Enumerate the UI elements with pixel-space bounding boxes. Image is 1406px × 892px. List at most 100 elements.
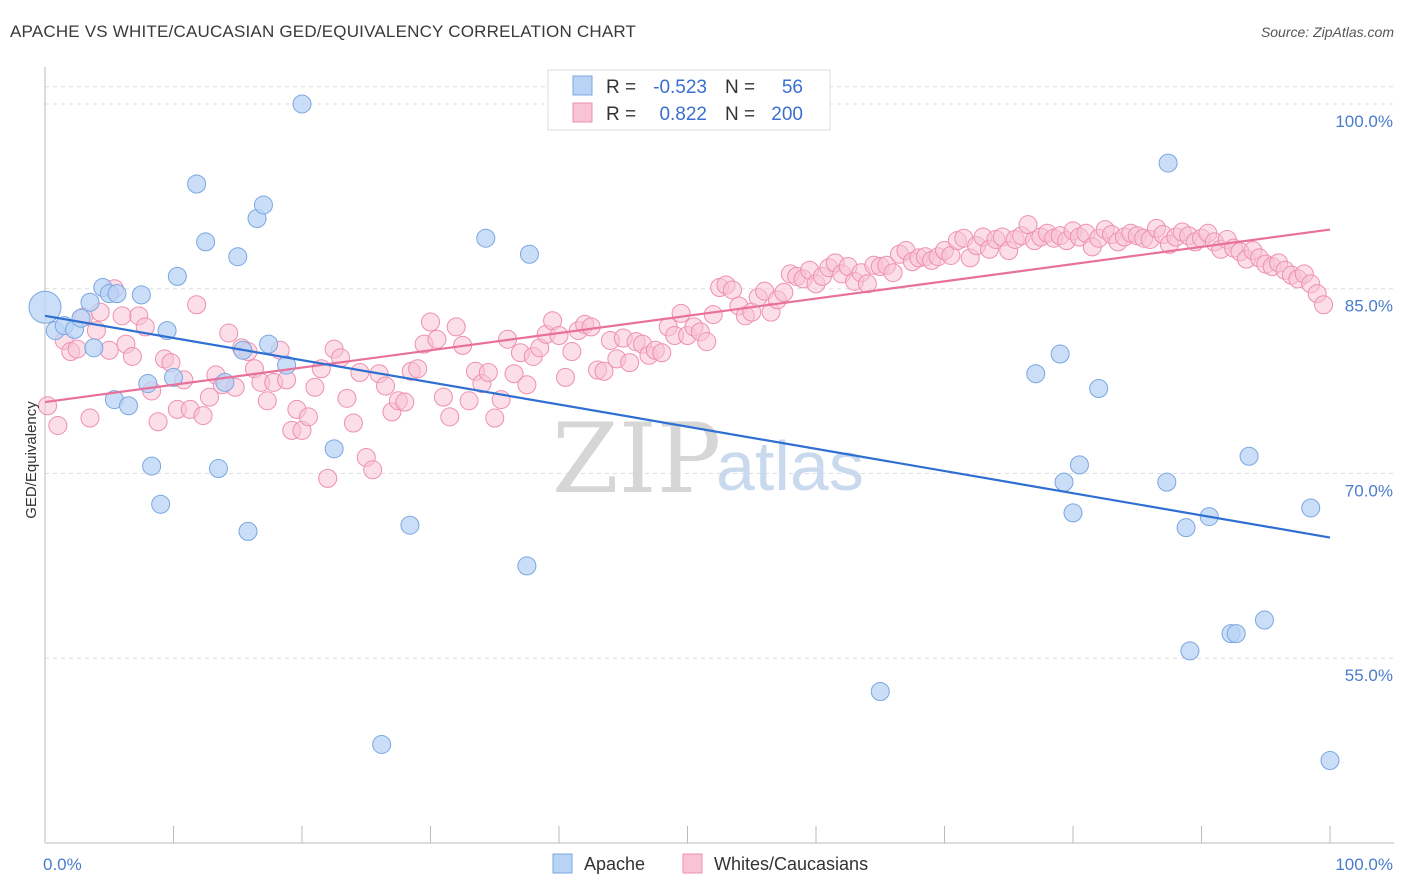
apache-point-14	[142, 456, 162, 476]
apache-point-52	[1254, 610, 1274, 630]
whites-point-58	[408, 359, 428, 379]
whites-point-42	[305, 377, 325, 397]
apache-point-23	[228, 247, 248, 267]
source-credit: Source: ZipAtlas.com	[1260, 24, 1394, 40]
apache-point-12	[131, 285, 151, 305]
whites-point-41	[298, 407, 318, 427]
whites-point-73	[504, 364, 524, 384]
apache-trend-line	[44, 314, 1331, 539]
apache-point-37	[870, 681, 890, 701]
whites-point-56	[395, 392, 415, 412]
whites-point-13	[122, 346, 142, 366]
legend-n-label-apache: N =	[725, 77, 755, 98]
apache-point-11	[119, 396, 139, 416]
apache-point-33	[400, 515, 420, 535]
apache-point-4	[71, 308, 91, 328]
whites-point-6	[80, 408, 100, 428]
apache-point-46	[1176, 518, 1196, 538]
y-tick-label-2: 85.0%	[1345, 297, 1393, 316]
whites-point-63	[440, 407, 460, 427]
apache-point-32	[372, 734, 392, 754]
legend-n-value-apache: 56	[782, 77, 803, 98]
whites-point-69	[478, 362, 498, 382]
legend-r-value-whites: 0.822	[659, 104, 707, 125]
whites-point-44	[318, 468, 338, 488]
apache-point-6	[84, 338, 104, 358]
apache-point-27	[253, 195, 273, 215]
whites-point-128	[857, 274, 877, 294]
apache-point-15	[151, 494, 171, 514]
whites-point-70	[485, 408, 505, 428]
series-legend-label-apache: Apache	[584, 854, 645, 874]
apache-point-45	[1157, 472, 1177, 492]
watermark-atlas: atlas	[716, 427, 864, 505]
whites-point-4	[67, 339, 87, 359]
legend-n-value-whites: 200	[771, 104, 803, 125]
whites-point-199	[1314, 295, 1334, 315]
apache-point-44	[1158, 153, 1178, 173]
whites-point-81	[555, 367, 575, 387]
whites-point-34	[257, 391, 277, 411]
apache-point-30	[292, 94, 312, 114]
apache-point-35	[517, 556, 537, 576]
whites-point-25	[199, 387, 219, 407]
whites-point-1	[48, 415, 68, 435]
legend-n-label-whites: N =	[725, 104, 755, 125]
whites-point-49	[350, 362, 370, 382]
legend-swatch-apache	[572, 75, 593, 96]
whites-point-28	[219, 323, 239, 343]
series-legend-swatch-apache	[552, 853, 573, 874]
watermark-zip: ZIP	[552, 403, 721, 515]
whites-point-60	[421, 312, 440, 332]
whites-point-64	[446, 317, 466, 337]
apache-point-19	[187, 174, 207, 194]
apache-point-5	[80, 292, 100, 312]
whites-point-107	[722, 280, 742, 300]
apache-point-50	[1226, 624, 1246, 644]
whites-point-80	[549, 326, 569, 346]
trend-lines	[44, 228, 1331, 539]
whites-trend-line	[44, 228, 1331, 404]
apache-point-43	[1089, 378, 1109, 398]
apache-point-40	[1054, 472, 1074, 492]
y-tick-label-3: 100.0%	[1335, 112, 1393, 131]
apache-point-9	[107, 284, 127, 304]
apache-point-39	[1050, 344, 1070, 364]
whites-point-66	[459, 391, 479, 411]
whites-point-115	[774, 282, 794, 302]
legend-r-label-apache: R =	[606, 77, 636, 98]
y-axis-label: GED/Equivalency	[23, 401, 40, 519]
whites-point-104	[703, 305, 723, 325]
apache-point-34	[476, 228, 496, 248]
series-legend: Apache Whites/Caucasians	[552, 853, 868, 874]
whites-point-53	[376, 376, 396, 396]
series-legend-label-whites: Whites/Caucasians	[714, 854, 868, 874]
apache-point-38	[1026, 364, 1046, 384]
legend-r-value-apache: -0.523	[653, 77, 707, 98]
whites-point-51	[363, 460, 383, 480]
y-tick-labels: 55.0% 70.0% 85.0% 100.0%	[1335, 112, 1393, 685]
series-whites-points	[38, 215, 1334, 488]
whites-point-24	[193, 406, 213, 426]
apache-point-41	[1063, 503, 1083, 523]
apache-point-18	[167, 266, 187, 286]
correlation-legend: R = -0.523 N = 56 R = 0.822 N = 200	[547, 69, 831, 131]
apache-point-17	[164, 367, 183, 387]
x-tick-label-0: 0.0%	[43, 855, 82, 874]
apache-point-54	[1320, 750, 1340, 770]
apache-point-20	[196, 232, 216, 252]
legend-r-label-whites: R =	[606, 104, 636, 125]
axes	[44, 67, 1394, 844]
y-tick-label-1: 70.0%	[1345, 481, 1393, 500]
whites-point-61	[427, 329, 447, 349]
whites-point-132	[883, 263, 903, 283]
series-legend-swatch-whites	[682, 853, 703, 874]
whites-point-153	[1018, 215, 1038, 235]
whites-point-103	[697, 332, 717, 352]
apache-point-51	[1239, 446, 1259, 466]
x-tick-label-1: 100.0%	[1335, 855, 1393, 874]
whites-point-99	[671, 303, 691, 323]
series-apache-points	[28, 94, 1340, 770]
whites-point-75	[517, 375, 537, 395]
whites-point-96	[652, 343, 672, 363]
